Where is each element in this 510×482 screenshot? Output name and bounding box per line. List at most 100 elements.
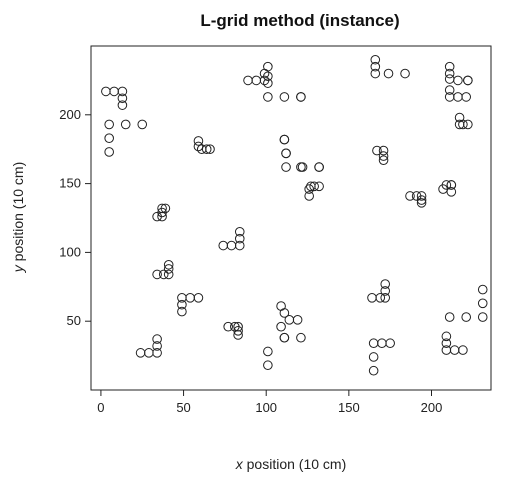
data-point — [296, 92, 306, 102]
y-tick-label: 200 — [59, 107, 81, 122]
data-point — [223, 321, 233, 332]
data-point — [370, 54, 381, 65]
data-point — [104, 147, 114, 157]
data-point — [263, 360, 273, 371]
data-point — [368, 365, 379, 376]
data-point — [314, 162, 324, 172]
x-axis: 0 50 100 150 200 — [97, 390, 442, 415]
data-point — [297, 162, 308, 172]
data-point — [458, 119, 468, 130]
x-tick-label: 200 — [421, 400, 443, 415]
data-point — [378, 145, 389, 156]
data-point — [416, 195, 427, 205]
x-tick-label: 0 — [97, 400, 104, 415]
data-point — [405, 191, 415, 201]
y-tick-label: 100 — [59, 244, 81, 259]
data-point — [263, 61, 273, 72]
data-point — [279, 92, 290, 102]
data-point — [477, 298, 488, 309]
data-point — [101, 86, 111, 97]
data-point — [152, 348, 162, 358]
data-point — [477, 312, 488, 322]
data-point — [444, 312, 455, 322]
data-point — [441, 331, 452, 342]
data-point — [117, 93, 128, 104]
data-point — [304, 184, 314, 194]
data-point — [233, 326, 243, 336]
data-point — [458, 345, 468, 355]
data-point — [120, 119, 131, 130]
data-point — [446, 180, 457, 190]
data-point — [314, 181, 324, 192]
data-point — [378, 155, 389, 166]
data-point — [477, 284, 488, 295]
data-point — [378, 151, 389, 161]
data-point — [309, 181, 319, 192]
y-axis-label-text: position (10 cm) — [10, 162, 26, 265]
data-point — [444, 61, 455, 72]
x-axis-label: x position (10 cm) — [235, 456, 346, 472]
data-point — [368, 338, 379, 349]
data-point — [463, 119, 473, 130]
data-point — [400, 68, 410, 79]
data-point — [152, 269, 162, 280]
plot-frame — [90, 45, 492, 391]
data-point — [243, 75, 253, 86]
data-point — [463, 75, 473, 86]
data-point — [263, 71, 273, 82]
data-point — [152, 341, 162, 351]
data-points — [101, 54, 488, 376]
data-point — [226, 240, 237, 251]
data-point — [380, 279, 391, 289]
x-axis-label-var: x — [235, 456, 244, 472]
chart-title: L-grid method (instance) — [200, 11, 399, 30]
data-point — [279, 134, 290, 145]
x-tick-label: 150 — [338, 400, 360, 415]
x-tick-label: 100 — [255, 400, 277, 415]
y-axis: 50 100 150 200 — [59, 107, 91, 328]
data-point — [201, 144, 212, 154]
data-point — [144, 348, 154, 358]
data-point — [104, 119, 114, 130]
data-point — [444, 85, 455, 95]
data-point — [158, 269, 169, 280]
data-point — [444, 68, 455, 79]
data-point — [416, 191, 427, 201]
data-point — [234, 233, 245, 244]
data-point — [372, 145, 382, 156]
data-point — [163, 264, 174, 274]
data-point — [368, 352, 379, 362]
data-point — [185, 293, 195, 303]
data-point — [263, 78, 273, 88]
data-point — [279, 308, 290, 318]
data-point — [263, 346, 273, 357]
data-point — [292, 315, 303, 325]
data-point — [416, 198, 427, 208]
data-point — [157, 203, 167, 214]
data-point — [193, 141, 204, 152]
data-point — [109, 86, 119, 97]
data-point — [276, 321, 286, 332]
x-tick-label: 50 — [176, 400, 190, 415]
data-point — [449, 345, 460, 355]
data-point — [104, 133, 114, 143]
data-point — [117, 86, 128, 97]
data-point — [193, 136, 204, 146]
data-point — [380, 293, 391, 303]
data-point — [135, 348, 146, 358]
data-point — [163, 269, 174, 280]
x-axis-label-text: position (10 cm) — [243, 456, 346, 472]
y-tick-label: 50 — [67, 313, 81, 328]
y-axis-label-var: y — [10, 264, 26, 273]
data-point — [218, 240, 229, 251]
data-point — [251, 75, 262, 86]
data-point — [444, 74, 455, 84]
y-tick-label: 150 — [59, 176, 81, 191]
data-point — [453, 92, 463, 102]
data-point — [263, 92, 273, 102]
data-point — [304, 191, 314, 201]
data-point — [152, 334, 162, 344]
data-point — [377, 338, 387, 349]
data-point — [117, 100, 128, 110]
